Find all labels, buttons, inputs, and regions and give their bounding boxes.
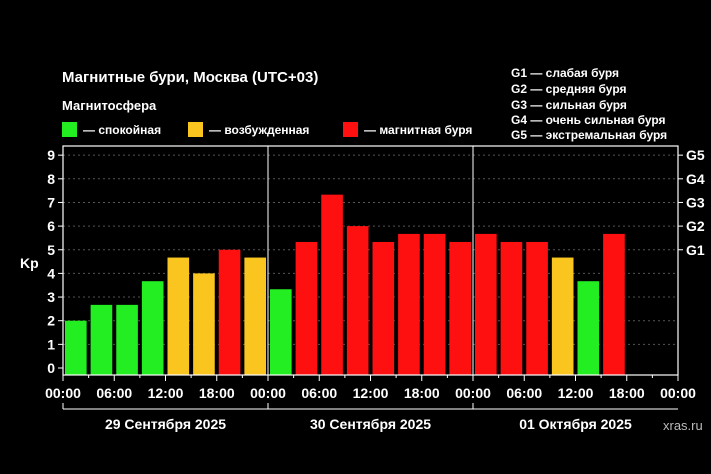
chart-title: Магнитные бури, Москва (UTC+03): [62, 69, 319, 86]
y-tick-label: 7: [47, 194, 55, 210]
legend-title: Магнитосфера: [62, 98, 157, 113]
y-tick-label: 5: [47, 242, 55, 258]
x-tick-label: 18:00: [199, 385, 235, 401]
g-legend-1: G1 — слабая буря: [511, 66, 620, 80]
day-label: 30 Сентября 2025: [310, 416, 431, 432]
x-tick-label: 06:00: [301, 385, 337, 401]
legend-label: — спокойная: [83, 122, 162, 137]
x-tick-label: 18:00: [404, 385, 440, 401]
g-legend-5: G5 — экстремальная буря: [511, 128, 668, 142]
bar-storm: [398, 233, 420, 375]
x-tick-label: 12:00: [558, 385, 594, 401]
y-tick-label: 9: [47, 147, 55, 163]
x-tick-label: 06:00: [506, 385, 542, 401]
legend-label: — возбужденная: [209, 122, 310, 137]
bar-storm: [218, 249, 241, 375]
bar-storm: [372, 241, 395, 375]
bar-storm: [475, 233, 497, 375]
x-tick-label: 00:00: [455, 385, 491, 401]
y-tick-label: 6: [47, 218, 55, 234]
bar-active: [193, 273, 215, 375]
x-tick-label: 18:00: [609, 385, 645, 401]
g-legend-3: G3 — сильная буря: [511, 98, 627, 112]
y-tick-label: 3: [47, 289, 55, 305]
bar-storm: [449, 241, 471, 375]
x-tick-label: 12:00: [353, 385, 389, 401]
x-tick-label: 00:00: [660, 385, 696, 401]
y-axis-label: Kp: [20, 255, 39, 271]
g-tick-label: G1: [686, 242, 705, 258]
bar-calm: [116, 304, 138, 375]
bar-calm: [90, 304, 113, 375]
x-tick-label: 12:00: [148, 385, 184, 401]
day-label: 01 Октября 2025: [519, 416, 632, 432]
bar-active: [244, 257, 266, 375]
bar-calm: [141, 281, 164, 375]
bar-calm: [270, 289, 292, 375]
legend-item-storm: — магнитная буря: [343, 122, 472, 137]
x-tick-label: 06:00: [96, 385, 132, 401]
watermark: xras.ru: [663, 418, 703, 433]
bar-calm: [65, 320, 87, 375]
legend-item-active: — возбужденная: [188, 122, 309, 137]
active-swatch: [188, 122, 203, 137]
day-label: 29 Сентября 2025: [105, 416, 226, 432]
x-tick-label: 00:00: [250, 385, 286, 401]
g-tick-label: G3: [686, 194, 705, 210]
y-tick-label: 0: [47, 360, 55, 376]
y-tick-label: 2: [47, 313, 55, 329]
legend-label: — магнитная буря: [364, 122, 473, 137]
bar-storm: [500, 241, 523, 375]
bar-storm: [526, 241, 548, 375]
bar-storm: [346, 226, 369, 375]
g-tick-label: G2: [686, 218, 705, 234]
g-tick-label: G5: [686, 147, 705, 163]
y-tick-label: 8: [47, 171, 55, 187]
bar-active: [167, 257, 190, 375]
g-tick-label: G4: [686, 171, 705, 187]
legend-item-calm: — спокойная: [62, 122, 161, 137]
bar-calm: [577, 281, 600, 375]
x-tick-label: 00:00: [45, 385, 81, 401]
bar-storm: [321, 194, 343, 375]
bar-storm: [423, 233, 446, 375]
bar-storm: [603, 233, 625, 375]
calm-swatch: [62, 122, 77, 137]
y-tick-label: 4: [47, 265, 55, 281]
g-legend-4: G4 — очень сильная буря: [511, 113, 666, 127]
g-legend-2: G2 — средняя буря: [511, 82, 627, 96]
bar-active: [551, 257, 574, 375]
bar-storm: [295, 241, 318, 375]
storm-swatch: [343, 122, 358, 137]
y-tick-label: 1: [47, 336, 55, 352]
